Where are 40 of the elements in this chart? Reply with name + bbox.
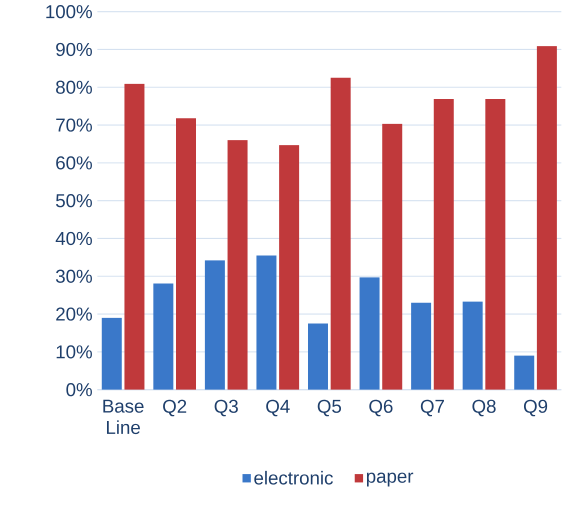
bar — [228, 140, 248, 390]
y-tick-label: 90% — [56, 42, 92, 56]
x-tick-label: Q4 — [266, 400, 290, 416]
y-tick-label: 100% — [46, 5, 92, 18]
bar — [256, 255, 276, 390]
bar — [411, 302, 432, 390]
bar — [514, 356, 534, 390]
bar — [462, 302, 483, 390]
bar — [536, 46, 557, 390]
bar — [153, 283, 174, 390]
bar — [102, 318, 122, 390]
x-tick-label: Q9 — [524, 400, 548, 416]
x-tick-label: Base Line — [103, 400, 144, 434]
x-tick-label: Q3 — [214, 400, 238, 416]
bar — [204, 260, 225, 390]
x-tick-label: Q2 — [163, 400, 186, 416]
y-tick-label: 80% — [56, 80, 92, 94]
legend-label: electronic — [254, 470, 333, 485]
bar — [124, 84, 144, 390]
bar — [360, 277, 380, 390]
x-tick-label: Q7 — [420, 400, 444, 416]
bar — [382, 124, 402, 390]
bar — [176, 118, 196, 390]
y-tick-label: 50% — [56, 194, 92, 208]
y-tick-label: 40% — [56, 232, 92, 246]
y-tick-label: 10% — [56, 345, 92, 358]
y-tick-label: 60% — [56, 156, 92, 170]
x-tick-label: Q6 — [369, 400, 393, 416]
bar — [485, 98, 506, 390]
y-tick-label: 20% — [56, 307, 92, 321]
y-tick-label: 70% — [56, 118, 92, 132]
bar — [279, 145, 300, 390]
x-tick-label: Q5 — [318, 400, 342, 416]
bar — [308, 324, 328, 390]
legend-label: paper — [366, 472, 414, 487]
bar — [434, 98, 454, 390]
y-tick-label: 0% — [66, 383, 92, 396]
y-tick-label: 30% — [56, 270, 92, 283]
bar — [330, 78, 351, 390]
x-tick-label: Q8 — [472, 400, 496, 416]
